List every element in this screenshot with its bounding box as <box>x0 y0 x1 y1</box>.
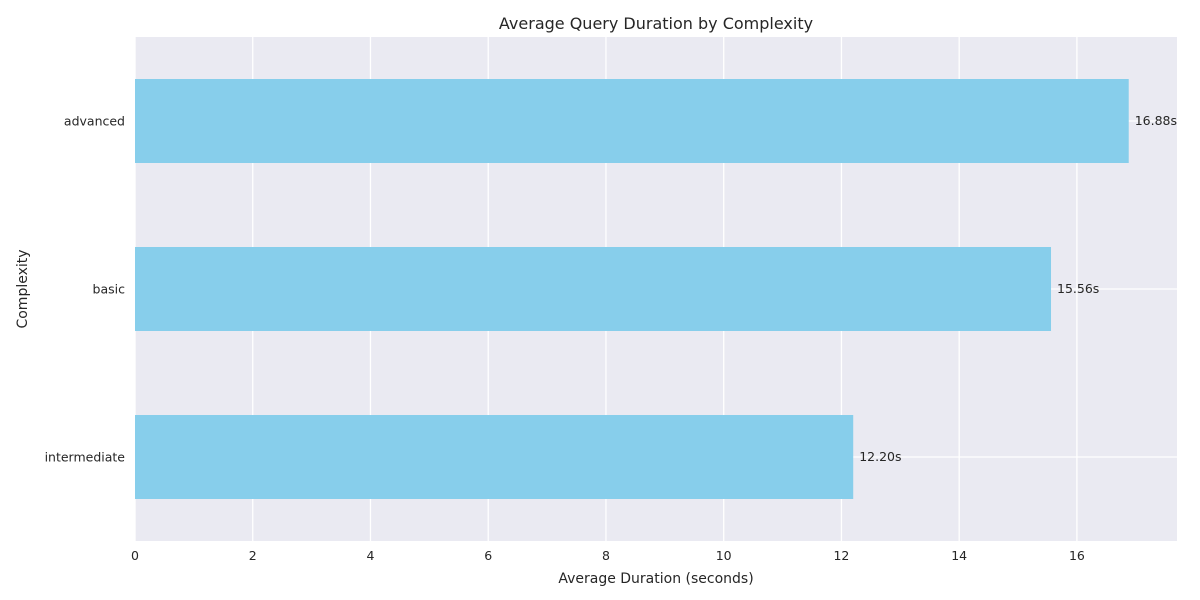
y-tick-label-advanced: advanced <box>64 114 125 129</box>
x-tick-labels: 0 2 4 6 8 10 12 14 16 <box>131 548 1085 563</box>
y-tick-label-intermediate: intermediate <box>45 450 126 465</box>
data-label-intermediate: 12.20s <box>859 449 901 464</box>
data-labels: 16.88s 15.56s 12.20s <box>859 113 1177 464</box>
bar-basic <box>135 247 1052 331</box>
x-tick-label: 12 <box>833 548 849 563</box>
x-tick-label: 2 <box>249 548 257 563</box>
x-tick-label: 6 <box>484 548 492 563</box>
data-label-advanced: 16.88s <box>1135 113 1177 128</box>
chart-title: Average Query Duration by Complexity <box>499 14 813 33</box>
y-tick-label-basic: basic <box>93 282 126 297</box>
y-tick-labels: advanced basic intermediate <box>45 114 126 465</box>
x-axis-label: Average Duration (seconds) <box>558 571 753 587</box>
x-tick-label: 4 <box>367 548 375 563</box>
bar-intermediate <box>135 415 854 499</box>
x-tick-label: 16 <box>1069 548 1085 563</box>
x-tick-label: 0 <box>131 548 139 563</box>
x-tick-label: 8 <box>602 548 610 563</box>
data-label-basic: 15.56s <box>1057 281 1099 296</box>
y-axis-label: Complexity <box>15 249 31 328</box>
x-tick-label: 14 <box>951 548 967 563</box>
bar-advanced <box>135 79 1129 163</box>
x-tick-label: 10 <box>716 548 732 563</box>
bars <box>135 79 1129 499</box>
